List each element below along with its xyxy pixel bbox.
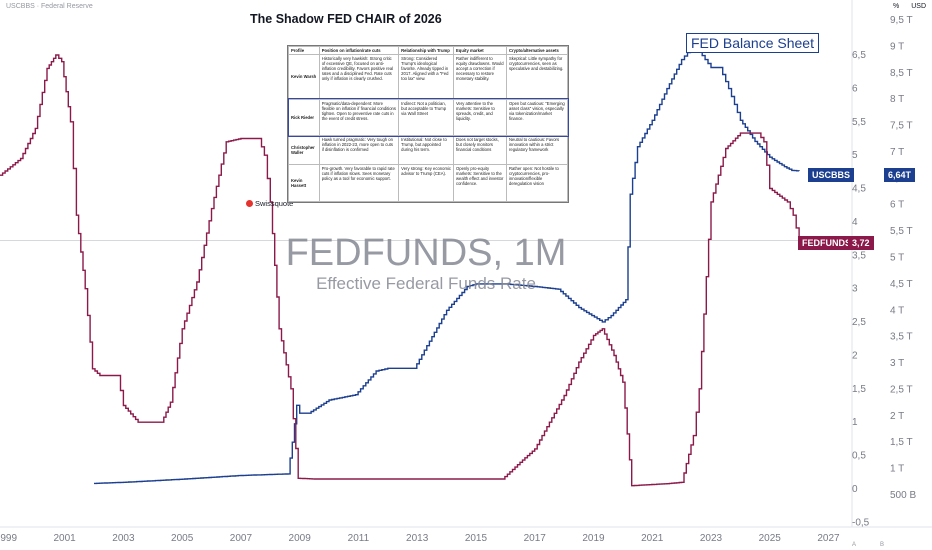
balance-sheet-annotation: FED Balance Sheet [686, 33, 819, 53]
uscbbs-series-line [94, 48, 800, 485]
table-cell: Rather indifferent to equity drawdowns. … [452, 54, 508, 100]
x-tick-label: 2023 [700, 533, 723, 544]
table-cell: Openly pro-equity markets: Sensitive to … [452, 164, 508, 202]
table-cell: Pragmatic/data-dependent: More flexible … [318, 98, 400, 137]
y-pct-tick-label: 6 [852, 83, 858, 94]
unit-usd: USD [911, 3, 926, 10]
table-cell: Institutional: Not close to Trump, but a… [398, 135, 454, 166]
footer-b[interactable]: B [879, 542, 884, 548]
y-pct-tick-label: 0 [852, 484, 858, 495]
table-row: Kevin Warsh Historically very hawkish: S… [288, 54, 568, 100]
fedfunds-value-tag: 3,72 [848, 236, 874, 250]
x-tick-label: 1999 [0, 533, 17, 544]
table-cell: Very strong: Key economic advisor to Tru… [398, 164, 454, 202]
x-tick-label: 2007 [230, 533, 253, 544]
table-header: Crypto/alternative assets [506, 46, 568, 55]
footer-controls: A B [852, 542, 884, 548]
candidate-name: Kevin Warsh [288, 54, 320, 100]
candidate-name: Christopher Waller [288, 135, 320, 166]
y-pct-tick-label: 3 [852, 284, 858, 295]
candidate-name: Rick Rieder [288, 98, 320, 137]
y-pct-tick-label: 5,5 [852, 117, 866, 128]
x-tick-label: 2019 [582, 533, 605, 544]
fedfunds-series-tag: FEDFUNDS [798, 236, 855, 250]
table-cell: Does not target stocks, but closely moni… [452, 135, 508, 166]
unit-pct: % [892, 3, 900, 10]
brand-logo: Swissquote [246, 199, 293, 208]
y-pct-tick-label: 2 [852, 350, 858, 361]
table-header: Profile [288, 46, 320, 55]
y-usd-tick-label: 2,5 T [890, 384, 913, 395]
y-usd-tick-label: 9,5 T [890, 15, 913, 26]
fedfunds-series-line [0, 54, 800, 487]
y-pct-tick-label: 4,5 [852, 184, 866, 195]
y-usd-tick-label: 4 T [890, 305, 904, 316]
x-tick-label: 2025 [759, 533, 782, 544]
table-header: Relationship with Trump [398, 46, 454, 55]
table-cell: Very attentive to the markets: Sensitive… [452, 98, 508, 137]
x-tick-label: 2015 [465, 533, 488, 544]
y-pct-tick-label: 1,5 [852, 384, 866, 395]
y-usd-tick-label: 8,5 T [890, 68, 913, 79]
y-usd-tick-label: 1 T [890, 464, 904, 475]
candidate-name: Kevin Hassett [288, 164, 320, 202]
x-tick-label: 2021 [641, 533, 664, 544]
y-pct-tick-label: 3,5 [852, 250, 866, 261]
y-pct-tick-label: 1 [852, 417, 858, 428]
table-row-highlighted: Rick Rieder Pragmatic/data-dependent: Mo… [287, 98, 569, 137]
table-cell: Indirect: Not a politician, but acceptab… [398, 98, 454, 137]
y-pct-tick-label: 5 [852, 150, 858, 161]
footer-a[interactable]: A [851, 542, 856, 548]
table-cell: Hawk turned pragmatic: Very tough on inf… [318, 135, 400, 166]
y-usd-tick-label: 3,5 T [890, 332, 913, 343]
watermark-description: Effective Federal Funds Rate [316, 274, 536, 293]
table-cell: Skeptical: Little sympathy for cryptocur… [506, 54, 568, 100]
y-usd-tick-label: 5 T [890, 253, 904, 264]
y-pct-tick-label: 4 [852, 217, 858, 228]
table-cell: Historically very hawkish: Strong critic… [318, 54, 400, 100]
y-pct-tick-label: 2,5 [852, 317, 866, 328]
y-usd-tick-label: 4,5 T [890, 279, 913, 290]
table-row: Christopher Waller Hawk turned pragmatic… [288, 135, 568, 166]
table-header: Position on inflation/rate cuts [318, 46, 400, 55]
x-tick-label: 2003 [112, 533, 135, 544]
watermark-symbol: FEDFUNDS, 1M [285, 232, 567, 274]
table-cell: Neutral to cautious: Favors innovation w… [506, 135, 568, 166]
symbol-label: USCBBS · Federal Reserve [6, 3, 93, 10]
x-tick-label: 2011 [348, 533, 370, 544]
table-header: Equity market [452, 46, 508, 55]
x-tick-label: 2001 [54, 533, 77, 544]
x-tick-label: 2005 [171, 533, 194, 544]
uscbbs-value-tag: 6,64T [884, 168, 916, 182]
swissquote-icon [246, 200, 253, 207]
chart-title: The Shadow FED CHAIR of 2026 [250, 12, 442, 26]
y-usd-tick-label: 7 T [890, 147, 904, 158]
table-row: Kevin Hassett Pro-growth. Very favorable… [288, 164, 568, 202]
table-cell: Rather open: Not hostile to cryptocurren… [506, 164, 568, 202]
x-tick-label: 2017 [524, 533, 547, 544]
y-usd-tick-label: 500 B [890, 490, 916, 501]
x-tick-label: 2013 [406, 533, 429, 544]
y-usd-tick-label: 2 T [890, 411, 904, 422]
y-usd-tick-label: 9 T [890, 41, 904, 52]
y-pct-tick-label: 0,5 [852, 451, 866, 462]
table-header-row: Profile Position on inflation/rate cuts … [288, 46, 568, 55]
brand-name: Swissquote [255, 199, 294, 208]
table-cell: Open but cautious: "Emerging asset class… [506, 98, 568, 137]
x-tick-label: 2027 [817, 533, 840, 544]
y-usd-tick-label: 1,5 T [890, 437, 913, 448]
y-usd-tick-label: 3 T [890, 358, 904, 369]
y-usd-tick-label: 8 T [890, 94, 904, 105]
y-usd-tick-label: 5,5 T [890, 226, 913, 237]
y-pct-tick-label: -0,5 [852, 517, 870, 528]
x-tick-label: 2009 [289, 533, 312, 544]
table-cell: Pro-growth. Very favorable to rapid rate… [318, 164, 400, 202]
scale-units: % USD [893, 3, 926, 10]
uscbbs-series-tag: USCBBS [808, 168, 855, 182]
fed-chair-table: Profile Position on inflation/rate cuts … [287, 45, 569, 203]
table-cell: Strong: Considered Trump's ideological f… [398, 54, 454, 100]
y-usd-tick-label: 7,5 T [890, 121, 913, 132]
y-pct-tick-label: 6,5 [852, 50, 866, 61]
y-usd-tick-label: 6 T [890, 200, 904, 211]
